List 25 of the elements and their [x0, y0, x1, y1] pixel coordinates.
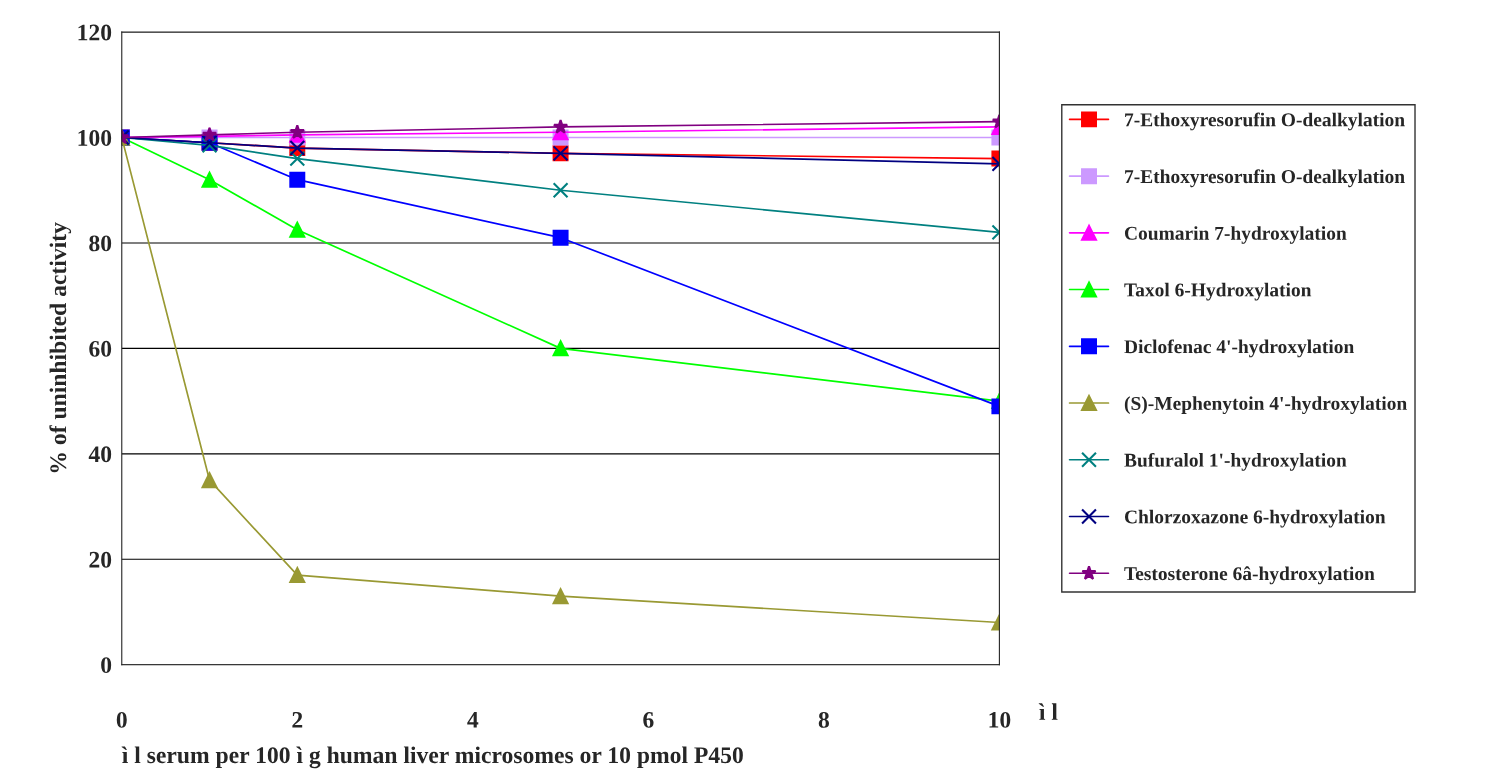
legend-label: 7-Ethoxyresorufin O-dealkylation	[1125, 112, 1405, 131]
legend-label: Coumarin 7-hydroxylation	[1124, 226, 1347, 244]
x-tick-label: 2	[292, 711, 303, 728]
legend-label: 7-Ethoxyresorufin O-dealkylation	[1125, 169, 1405, 188]
y-tick-label: 60	[89, 340, 112, 357]
y-axis-title: % of uninhibited activity	[49, 222, 72, 473]
y-tick-label: 0	[101, 657, 112, 674]
legend-label: Testosterone 6â-hydroxylation	[1124, 566, 1375, 585]
x-tick-label: 4	[467, 712, 479, 728]
x-tick-label: 0	[116, 711, 127, 728]
y-tick-label: 100	[78, 129, 112, 146]
x-tick-label: 6	[643, 711, 654, 728]
x-tick-label: 8	[818, 711, 829, 728]
y-tick-label: 80	[89, 235, 112, 252]
legend-label: Diclofenac 4'-hydroxylation	[1124, 339, 1354, 358]
legend-label: Bufuralol 1'-hydroxylation	[1124, 452, 1347, 471]
legend-label: (S)-Mephenytoin 4'-hydroxylation	[1124, 396, 1407, 415]
y-tick-label: 120	[78, 24, 112, 41]
legend-label: Chlorzoxazone 6-hydroxylation	[1124, 509, 1386, 528]
legend-label: Taxol 6-Hydroxylation	[1124, 282, 1312, 301]
x-axis-title: ì l serum per 100 ì g human liver microsomes or 10 pmol P450	[121, 746, 743, 769]
y-tick-label: 20	[89, 551, 112, 568]
y-tick-label: 40	[88, 446, 112, 463]
text: ì l	[1038, 703, 1058, 720]
x-tick-label: 10	[989, 711, 1011, 728]
